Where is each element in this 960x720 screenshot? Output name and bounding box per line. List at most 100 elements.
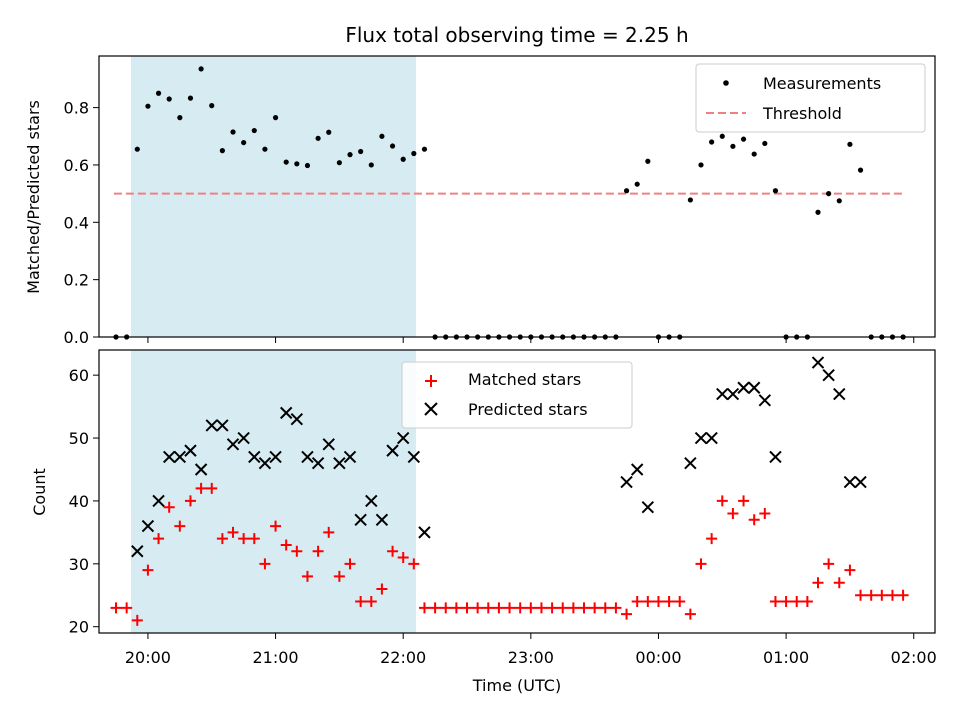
measurement-point: [740, 136, 747, 142]
matched-star-point: [238, 533, 250, 545]
predicted-star-point: [237, 431, 250, 445]
x-tick-label: 20:00: [125, 648, 171, 667]
measurement-point: [251, 127, 257, 134]
matched-star-point: [344, 558, 356, 570]
measurement-point: [209, 103, 215, 109]
predicted-star-point: [343, 450, 357, 464]
measurement-point: [304, 162, 311, 169]
measurement-point: [262, 146, 268, 152]
measurement-point: [368, 162, 374, 168]
count-y-ticks: 20 30 40 50 60: [69, 366, 99, 637]
predicted-star-point: [205, 419, 218, 432]
matched-star-point: [801, 596, 813, 608]
matched-star-point: [897, 589, 909, 601]
measurement-point: [145, 103, 151, 109]
matched-star-point: [121, 602, 133, 614]
predicted-star-point: [131, 545, 144, 558]
matched-star-point: [610, 602, 622, 614]
matched-star-point: [472, 602, 484, 614]
predicted-star-point: [705, 431, 718, 445]
predicted-star-point: [365, 494, 378, 508]
matched-star-point: [684, 608, 696, 620]
ratio-y-tick-label: 0.8: [64, 99, 89, 118]
matched-star-point: [546, 602, 558, 614]
matched-star-point: [855, 589, 867, 601]
matched-star-point: [270, 520, 282, 532]
matched-star-point: [780, 596, 792, 608]
matched-star-point: [631, 596, 643, 608]
predicted-star-point: [769, 450, 782, 464]
predicted-star-point: [290, 412, 304, 426]
matched-star-point: [525, 602, 537, 614]
matched-star-point: [886, 589, 898, 601]
matched-star-point: [482, 602, 494, 614]
matched-star-point: [599, 602, 611, 614]
predicted-star-point: [396, 431, 410, 445]
count-y-tick-label: 50: [69, 429, 89, 448]
measurement-point: [421, 146, 428, 152]
measurement-point: [730, 143, 736, 149]
matched-star-point: [738, 495, 750, 507]
matched-star-point: [291, 545, 303, 557]
predicted-star-point: [354, 513, 367, 527]
predicted-star-point: [311, 456, 325, 470]
predicted-star-point: [258, 456, 272, 470]
measurement-point: [326, 129, 332, 135]
predicted-star-point: [716, 387, 729, 401]
matched-star-point: [748, 514, 760, 526]
matched-star-point: [833, 577, 845, 589]
matched-star-point: [844, 564, 856, 576]
predicted-star-point: [854, 475, 867, 489]
measurement-point: [762, 140, 768, 147]
predicted-star-point: [333, 456, 346, 470]
x-tick-label: 00:00: [635, 648, 681, 667]
matched-star-point: [195, 482, 207, 494]
matched-star-point: [259, 558, 271, 570]
count-y-tick-label: 40: [69, 492, 89, 511]
matched-star-point: [727, 508, 739, 520]
measurement-point: [379, 133, 385, 139]
measurement-point: [294, 161, 300, 167]
matched-star-point: [206, 482, 218, 494]
measurement-point: [751, 151, 757, 157]
matched-star-point: [174, 520, 186, 532]
predicted-star-point: [418, 526, 431, 539]
predicted-star-point: [822, 368, 835, 382]
ratio-legend: Measurements Threshold: [695, 63, 926, 133]
matched-star-point: [440, 602, 452, 614]
predicted-star-point: [843, 475, 857, 489]
matched-star-point: [312, 545, 324, 557]
predicted-star-points: [131, 356, 867, 558]
matched-star-point: [408, 558, 420, 570]
matched-star-point: [387, 545, 399, 557]
ratio-y-ticks: 0.0 0.2 0.4 0.6 0.8: [64, 99, 99, 347]
ratio-y-tick-label: 0.4: [64, 213, 89, 232]
observing-window-shade: [130, 56, 416, 337]
legend-matched-marker: [425, 375, 437, 387]
matched-star-point: [791, 596, 803, 608]
predicted-star-point: [641, 501, 655, 514]
measurement-point: [315, 135, 321, 141]
matched-star-point: [461, 602, 473, 614]
measurement-point: [847, 141, 853, 147]
matched-star-point: [823, 558, 835, 570]
matched-star-point: [153, 533, 165, 545]
measurement-point: [155, 90, 162, 96]
matched-star-point: [663, 596, 675, 608]
ratio-x-ticks: [147, 337, 915, 343]
matched-star-point: [504, 602, 516, 614]
matched-star-point: [216, 533, 228, 545]
matched-star-point: [493, 602, 505, 614]
matched-star-point: [418, 602, 430, 614]
predicted-star-point: [375, 513, 389, 527]
predicted-star-point: [194, 463, 208, 476]
matched-star-point: [376, 583, 388, 595]
measurement-point: [230, 129, 236, 135]
x-tick-label: 22:00: [380, 648, 426, 667]
measurement-point: [198, 66, 204, 72]
predicted-star-point: [620, 475, 633, 489]
matched-star-point: [621, 608, 633, 620]
count-x-ticks: 20:00 21:00 22:00 23:00 00:00 01:00 02:00: [125, 633, 937, 667]
matched-star-point: [769, 596, 781, 608]
